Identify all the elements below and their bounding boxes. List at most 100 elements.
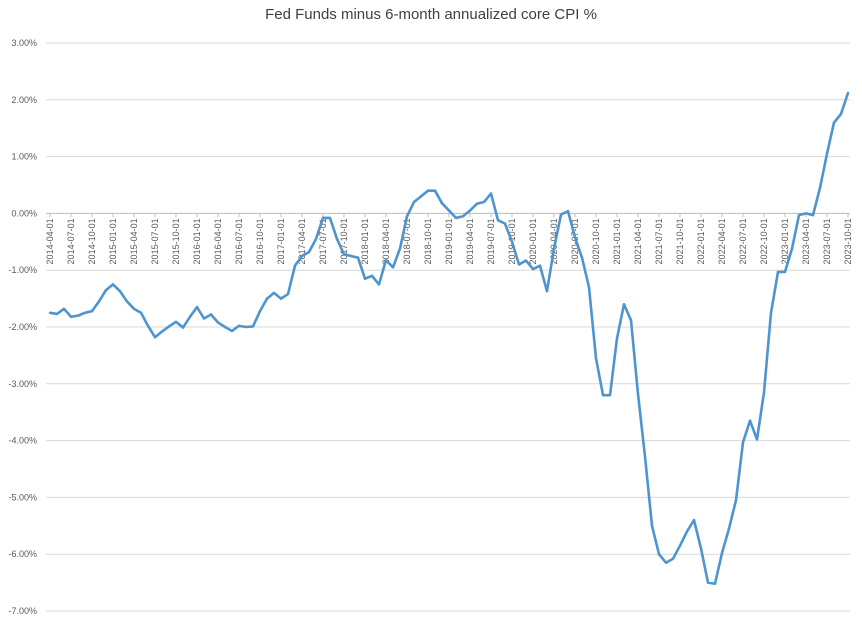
x-tick-label: 2018-10-01: [423, 218, 433, 264]
series-line: [49, 92, 850, 586]
data-point: [650, 524, 654, 527]
x-tick-label: 2023-07-01: [822, 218, 832, 264]
data-point: [720, 551, 724, 555]
data-point: [111, 283, 115, 286]
y-tick-label: -5.00%: [8, 492, 37, 502]
data-point: [230, 329, 234, 333]
data-point: [300, 254, 304, 258]
x-tick-label: 2019-04-01: [465, 218, 475, 264]
x-tick-label: 2022-10-01: [759, 218, 769, 264]
data-point: [748, 419, 752, 422]
x-tick-label: 2020-07-01: [570, 218, 580, 264]
data-point: [608, 393, 612, 397]
data-point: [573, 236, 577, 239]
data-point: [524, 259, 528, 262]
x-tick-label: 2017-10-01: [339, 218, 349, 264]
x-tick-label: 2021-10-01: [675, 218, 685, 264]
data-point: [503, 222, 507, 225]
data-point: [153, 336, 157, 339]
y-tick-label: 1.00%: [11, 152, 37, 162]
data-point: [454, 216, 458, 220]
data-point: [237, 324, 241, 328]
data-point: [517, 263, 521, 266]
data-point: [741, 441, 745, 444]
data-point: [384, 258, 388, 262]
data-point: [594, 357, 598, 360]
x-tick-label: 2019-07-01: [486, 218, 496, 264]
data-point: [734, 499, 738, 502]
data-point: [671, 557, 675, 560]
data-point: [825, 152, 829, 155]
data-point: [846, 91, 850, 95]
x-tick-label: 2018-07-01: [402, 218, 412, 264]
data-point: [314, 237, 318, 241]
data-point: [160, 330, 164, 333]
data-point: [818, 186, 822, 190]
x-tick-label: 2015-04-01: [129, 218, 139, 264]
data-point: [531, 267, 535, 271]
data-point: [755, 438, 759, 441]
data-point: [811, 213, 815, 217]
data-point: [629, 318, 633, 322]
x-tick-label: 2015-10-01: [171, 218, 181, 264]
data-point: [412, 200, 416, 204]
data-point: [426, 189, 430, 192]
data-point: [559, 213, 563, 216]
data-point: [146, 324, 150, 328]
data-point: [657, 553, 661, 556]
data-point: [580, 256, 584, 259]
x-tick-label: 2015-07-01: [150, 218, 160, 264]
data-point: [769, 311, 773, 314]
data-point: [286, 292, 290, 296]
x-tick-label: 2017-01-01: [276, 218, 286, 264]
data-point: [363, 277, 367, 280]
data-point: [97, 300, 101, 303]
x-tick-label: 2018-04-01: [381, 218, 391, 264]
x-tick-label: 2016-01-01: [192, 218, 202, 264]
data-point: [664, 561, 668, 564]
x-tick-label: 2023-01-01: [780, 218, 790, 264]
data-point: [216, 321, 220, 324]
chart-title: Fed Funds minus 6-month annualized core …: [265, 6, 597, 23]
data-point: [468, 209, 472, 212]
data-point: [195, 305, 199, 309]
data-point: [188, 315, 192, 318]
y-tick-label: -3.00%: [8, 379, 37, 389]
data-point: [797, 213, 801, 217]
data-point: [482, 200, 486, 204]
data-point: [790, 247, 794, 250]
x-tick-label: 2014-07-01: [66, 218, 76, 264]
data-point: [181, 326, 185, 329]
data-point: [293, 264, 297, 267]
data-point: [832, 121, 836, 124]
x-tick-label: 2019-01-01: [444, 218, 454, 264]
data-point: [685, 530, 689, 533]
data-point: [244, 325, 248, 329]
data-point: [69, 315, 73, 318]
data-point: [370, 274, 374, 278]
data-point: [174, 320, 178, 324]
x-tick-label: 2020-10-01: [591, 218, 601, 264]
data-point: [167, 325, 171, 328]
data-point: [202, 317, 206, 320]
data-point: [839, 112, 843, 116]
data-point: [804, 212, 808, 215]
data-point: [342, 253, 346, 256]
data-point: [356, 256, 360, 259]
data-point: [566, 209, 570, 213]
x-tick-label: 2017-07-01: [318, 218, 328, 264]
data-point: [258, 309, 262, 313]
x-tick-label: 2023-04-01: [801, 218, 811, 264]
data-point: [615, 337, 619, 340]
x-tick-label: 2014-10-01: [87, 218, 97, 264]
data-point: [419, 195, 423, 198]
data-point: [307, 250, 311, 254]
x-tick-label: 2021-01-01: [612, 218, 622, 264]
y-tick-label: -6.00%: [8, 549, 37, 559]
y-tick-label: -4.00%: [8, 436, 37, 446]
data-point: [678, 544, 682, 547]
data-point: [125, 300, 129, 303]
x-tick-label: 2022-04-01: [717, 218, 727, 264]
data-point: [643, 455, 647, 458]
